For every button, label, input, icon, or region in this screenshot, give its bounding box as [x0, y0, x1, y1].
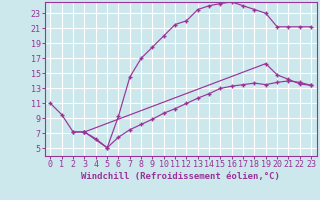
- X-axis label: Windchill (Refroidissement éolien,°C): Windchill (Refroidissement éolien,°C): [81, 172, 280, 181]
